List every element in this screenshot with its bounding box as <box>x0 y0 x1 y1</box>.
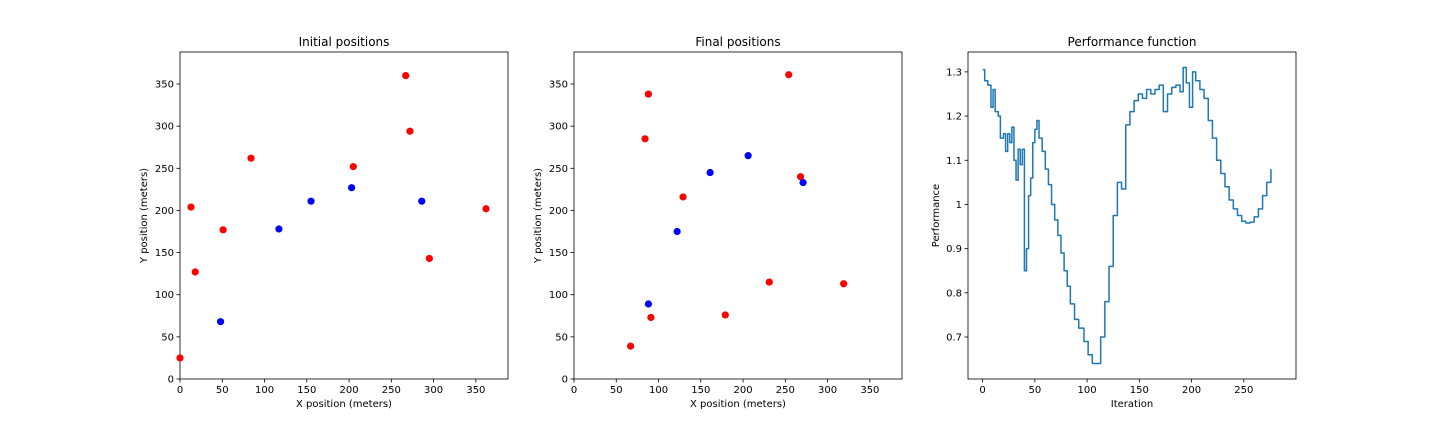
x-tick-label: 350 <box>466 385 485 396</box>
data-point-red <box>627 342 635 350</box>
data-point-blue <box>744 152 752 160</box>
x-tick-label: 200 <box>1182 385 1201 396</box>
data-point-red <box>644 90 652 98</box>
x-tick-label: 100 <box>1078 385 1097 396</box>
x-tick-label: 100 <box>649 385 668 396</box>
y-tick-label: 250 <box>549 164 568 175</box>
data-point-blue <box>799 179 807 187</box>
x-axis-label: X position (meters) <box>690 399 786 410</box>
y-tick-label: 250 <box>155 164 174 175</box>
y-tick-label: 200 <box>549 206 568 217</box>
data-point-red <box>482 205 490 213</box>
data-points <box>627 71 848 350</box>
y-tick-label: 50 <box>555 332 568 343</box>
y-tick-label: 150 <box>549 248 568 259</box>
y-tick-label: 1.2 <box>946 112 962 123</box>
y-tick-label: 300 <box>549 122 568 133</box>
x-tick-label: 200 <box>734 385 753 396</box>
plot-frame <box>179 51 509 380</box>
y-tick-label: 0 <box>168 375 174 386</box>
y-tick-label: 0.7 <box>946 333 962 344</box>
plot-frame <box>573 51 903 380</box>
y-tick-label: 100 <box>155 290 174 301</box>
data-point-red <box>679 193 687 201</box>
data-point-red <box>647 313 655 322</box>
x-tick-label: 0 <box>571 385 577 396</box>
data-point-red <box>840 280 848 288</box>
data-point-red <box>425 254 433 263</box>
x-tick-label: 250 <box>776 385 795 396</box>
x-axis-label: X position (meters) <box>296 399 392 410</box>
y-tick-label: 200 <box>155 206 174 217</box>
x-tick-label: 250 <box>382 385 401 396</box>
y-axis-label: Performance <box>931 184 942 247</box>
data-point-red <box>176 354 184 362</box>
x-tick-label: 0 <box>979 385 985 396</box>
data-point-red <box>247 154 255 162</box>
x-tick-label: 50 <box>610 385 623 396</box>
data-point-red <box>721 311 729 319</box>
x-tick-label: 50 <box>1028 385 1041 396</box>
x-tick-label: 100 <box>255 385 274 396</box>
data-point-red <box>406 127 414 135</box>
data-series <box>982 66 1272 365</box>
data-point-red <box>765 278 773 286</box>
y-tick-label: 0.9 <box>946 244 962 255</box>
x-tick-label: 0 <box>177 385 183 396</box>
data-point-red <box>402 71 410 80</box>
y-tick-label: 350 <box>549 80 568 91</box>
y-tick-label: 0 <box>562 375 568 386</box>
y-axis-label: Y position (meters) <box>533 168 544 264</box>
data-point-red <box>796 173 805 181</box>
x-tick-label: 300 <box>818 385 837 396</box>
y-tick-label: 50 <box>161 332 174 343</box>
data-point-red <box>349 163 357 171</box>
data-point-blue <box>673 227 681 236</box>
x-tick-label: 300 <box>424 385 443 396</box>
y-tick-label: 1.3 <box>946 67 962 78</box>
x-tick-label: 200 <box>340 385 359 396</box>
scatter-initial-positions: Initial positions X position (meters) Y … <box>139 35 509 410</box>
data-point-red <box>641 135 649 143</box>
x-tick-label: 50 <box>216 385 229 396</box>
x-tick-label: 150 <box>691 385 710 396</box>
y-tick-label: 1 <box>956 200 962 211</box>
chart-title: Final positions <box>695 35 780 49</box>
data-point-red <box>187 203 195 211</box>
data-point-blue <box>418 197 426 205</box>
chart-title: Performance function <box>1068 35 1197 49</box>
axis-ticks: 0 50 100 150 200 250 0.7 0.8 0.9 1 1.1 1.2 1.3 <box>946 67 1253 396</box>
y-tick-label: 0.8 <box>946 288 962 299</box>
chart-title: Initial positions <box>299 35 390 49</box>
y-tick-label: 150 <box>155 248 174 259</box>
plot-frame <box>967 51 1297 380</box>
x-tick-label: 350 <box>860 385 879 396</box>
y-tick-label: 350 <box>155 80 174 91</box>
data-point-red <box>785 71 793 79</box>
x-axis-label: Iteration <box>1111 399 1153 410</box>
scatter-final-positions: Final positions X position (meters) Y po… <box>533 35 903 410</box>
data-point-red <box>191 268 199 276</box>
x-tick-label: 150 <box>1130 385 1149 396</box>
data-point-blue <box>644 300 652 308</box>
y-tick-label: 100 <box>549 290 568 301</box>
axis-ticks: 0 50 100 150 200 250 300 350 0 50 100 150 200 250 300 3… <box>155 80 486 396</box>
y-tick-label: 1.1 <box>946 156 962 167</box>
axis-ticks: 0 50 100 150 200 250 300 350 0 50 100 150 200 250 300 3… <box>549 80 880 396</box>
y-tick-label: 300 <box>155 122 174 133</box>
data-point-blue <box>307 197 315 205</box>
data-points <box>176 71 490 362</box>
series-line <box>982 66 1272 365</box>
data-point-blue <box>216 318 225 326</box>
data-point-blue <box>275 225 283 233</box>
line-performance-function: Performance function Iteration Performan… <box>931 35 1297 410</box>
data-point-blue <box>348 184 356 192</box>
x-tick-label: 250 <box>1234 385 1253 396</box>
data-point-blue <box>706 168 714 177</box>
x-tick-label: 150 <box>297 385 316 396</box>
y-axis-label: Y position (meters) <box>139 168 150 264</box>
data-point-red <box>219 226 227 234</box>
